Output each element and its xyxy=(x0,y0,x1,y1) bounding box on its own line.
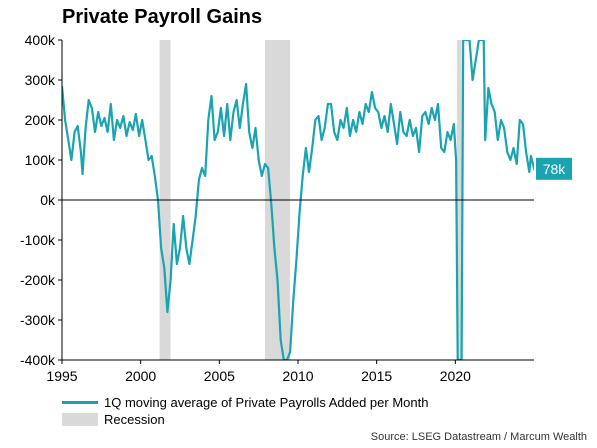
legend-label-series: 1Q moving average of Private Payrolls Ad… xyxy=(104,395,429,410)
x-tick-label: 2010 xyxy=(282,368,313,384)
legend-box-swatch xyxy=(62,413,98,426)
last-value-label: 78k xyxy=(543,161,567,177)
tick-labels: 400k 300k 200k 100k 0k -100k -200k -300k -400k19… xyxy=(20,32,471,384)
x-tick-label: 1995 xyxy=(46,368,77,384)
y-tick-label: 200k xyxy=(25,112,56,128)
chart-title: Private Payroll Gains xyxy=(62,6,263,28)
y-tick-label: 0k xyxy=(40,192,56,208)
legend: 1Q moving average of Private Payrolls Ad… xyxy=(62,394,428,428)
x-tick-label: 2015 xyxy=(361,368,392,384)
y-tick-label: -200k xyxy=(20,272,56,288)
y-tick-label: 400k xyxy=(25,32,56,48)
last-value-badge xyxy=(536,157,572,180)
legend-line-swatch xyxy=(62,401,98,404)
series-layer xyxy=(62,40,534,360)
last-value-annotation: 78k xyxy=(536,157,572,180)
y-tick-label: -300k xyxy=(20,312,56,328)
y-tick-label: 100k xyxy=(25,152,56,168)
y-tick-label: -400k xyxy=(20,352,56,368)
legend-item-recession: Recession xyxy=(62,411,428,428)
x-tick-label: 2020 xyxy=(440,368,471,384)
x-tick-label: 2005 xyxy=(204,368,235,384)
x-tick-label: 2000 xyxy=(125,368,156,384)
series-line xyxy=(62,40,534,360)
legend-label-recession: Recession xyxy=(104,412,165,427)
axes xyxy=(58,39,534,364)
y-tick-label: -100k xyxy=(20,232,56,248)
y-tick-label: 300k xyxy=(25,72,56,88)
source-note: Source: LSEG Datastream / Marcum Wealth xyxy=(370,431,587,443)
legend-item-series: 1Q moving average of Private Payrolls Ad… xyxy=(62,394,428,411)
